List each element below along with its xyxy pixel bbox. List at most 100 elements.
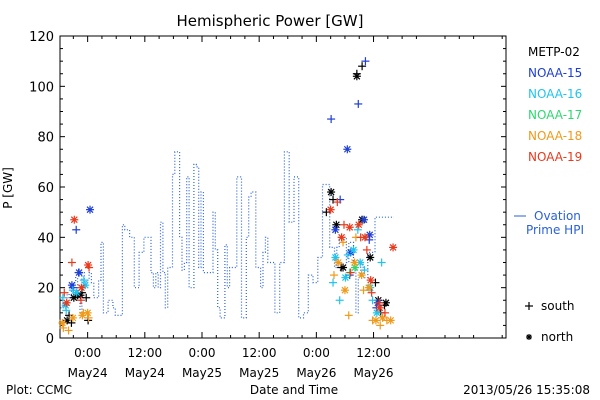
x-tick-date-label: May24 bbox=[125, 366, 165, 380]
legend-entry-noaa-15: NOAA-15 bbox=[528, 66, 582, 80]
noaa-19-north-point bbox=[77, 283, 86, 292]
ovation-line bbox=[60, 151, 394, 319]
y-axis: 0 20 40 60 80 100 120 bbox=[29, 30, 506, 347]
y-tick-label: 0 bbox=[46, 332, 54, 347]
noaa-19-north-point bbox=[62, 298, 71, 307]
north-marker-label: north bbox=[541, 330, 573, 344]
noaa-19-north-point bbox=[326, 205, 335, 214]
noaa-18-north-point bbox=[378, 313, 387, 322]
legend-entry-noaa-16: NOAA-16 bbox=[528, 87, 582, 101]
noaa-15-north-point bbox=[331, 225, 340, 234]
x-tick-time-label: 12:00 bbox=[128, 346, 163, 360]
noaa-16-south-point bbox=[329, 278, 338, 287]
star-stroke bbox=[68, 281, 76, 289]
star-stroke bbox=[84, 309, 92, 317]
noaa-19-south-point bbox=[346, 268, 355, 277]
star-stroke bbox=[331, 226, 339, 234]
metp-02-south-point bbox=[329, 195, 338, 204]
star-stroke bbox=[350, 246, 357, 254]
chart-title: Hemispheric Power [GW] bbox=[177, 12, 364, 30]
star-stroke bbox=[358, 271, 366, 279]
noaa-15-south-point bbox=[361, 57, 370, 66]
x-axis-label: Date and Time bbox=[250, 383, 338, 397]
noaa-19-south-point bbox=[333, 198, 342, 207]
noaa-18-north-point bbox=[83, 308, 92, 317]
ovation-prime-hpi-series bbox=[60, 151, 394, 319]
star-stroke bbox=[332, 221, 340, 229]
metp-02-north-point bbox=[366, 253, 375, 262]
legend-entry-noaa-19: NOAA-19 bbox=[528, 150, 582, 164]
legend: METP-02 NOAA-15 NOAA-16 NOAA-17 NOAA-18 NOAA-… bbox=[528, 45, 582, 164]
noaa-16-south-point bbox=[335, 296, 344, 305]
noaa-18-north-point bbox=[334, 258, 343, 267]
noaa-15-south-point bbox=[72, 225, 81, 234]
noaa-15-north-point bbox=[75, 268, 84, 277]
noaa-18-south-point bbox=[339, 238, 348, 247]
star-stroke bbox=[382, 299, 390, 307]
noaa-15-north-point bbox=[343, 145, 352, 154]
noaa-16-south-point bbox=[58, 293, 67, 302]
noaa-18-south-point bbox=[344, 311, 353, 320]
noaa-19-north-point bbox=[375, 303, 384, 312]
noaa-18-south-point bbox=[64, 326, 73, 335]
star-stroke bbox=[367, 276, 375, 284]
plot-frame bbox=[59, 35, 507, 339]
noaa-16-south-point bbox=[353, 225, 362, 234]
star-stroke bbox=[356, 259, 364, 266]
star-stroke bbox=[373, 309, 381, 317]
noaa-16-north-point bbox=[331, 253, 340, 262]
y-tick-label: 40 bbox=[37, 231, 54, 246]
star-stroke bbox=[360, 216, 368, 224]
legend-entry-noaa-18: NOAA-18 bbox=[528, 129, 582, 143]
star-stroke bbox=[338, 233, 346, 241]
star-stroke bbox=[353, 72, 361, 80]
metp-02-north-point bbox=[332, 220, 341, 229]
star-stroke bbox=[327, 206, 335, 214]
star-stroke bbox=[351, 259, 358, 266]
metp-02-north-point bbox=[352, 72, 361, 81]
star-stroke bbox=[366, 254, 374, 261]
noaa-19-north-point bbox=[345, 223, 354, 232]
star-stroke bbox=[78, 284, 85, 292]
star-stroke bbox=[339, 264, 347, 271]
x-tick-date-label: May26 bbox=[353, 366, 393, 380]
ovation-legend: Ovation Prime HPI bbox=[514, 209, 584, 237]
star-stroke bbox=[77, 291, 84, 299]
star-stroke bbox=[70, 216, 78, 224]
legend-entry-metp-02: METP-02 bbox=[528, 45, 580, 59]
star-stroke bbox=[341, 286, 349, 294]
noaa-19-north-point bbox=[389, 243, 398, 252]
star-stroke bbox=[86, 206, 94, 214]
noaa-18-north-point bbox=[364, 283, 373, 292]
star-stroke bbox=[346, 223, 354, 231]
star-stroke bbox=[75, 269, 83, 276]
noaa-16-north-point bbox=[349, 245, 358, 254]
star-stroke bbox=[327, 188, 335, 196]
noaa-18-north-point bbox=[350, 258, 359, 267]
noaa-18-north-point bbox=[371, 316, 380, 325]
star-stroke bbox=[58, 319, 66, 327]
star-stroke bbox=[84, 261, 92, 269]
star-stroke bbox=[365, 284, 373, 292]
star-stroke bbox=[376, 304, 384, 312]
star-stroke bbox=[331, 254, 339, 261]
star-stroke bbox=[361, 233, 369, 241]
noaa-16-south-point bbox=[377, 258, 386, 267]
x-tick-time-label: 12:00 bbox=[242, 346, 277, 360]
noaa-15-south-point bbox=[327, 115, 336, 124]
x-tick-date-label: May24 bbox=[68, 366, 108, 380]
y-tick-label: 100 bbox=[29, 80, 54, 95]
noaa-15-south-point bbox=[354, 99, 363, 108]
noaa-16-south-point bbox=[343, 250, 352, 259]
marker-legend: south north bbox=[525, 299, 575, 344]
star-stroke bbox=[63, 299, 71, 307]
noaa-19-north-point bbox=[84, 261, 93, 270]
south-marker-label: south bbox=[541, 299, 575, 313]
plot-timestamp: 2013/05/26 15:35:08 bbox=[463, 383, 590, 397]
noaa-16-south-point bbox=[368, 296, 377, 305]
noaa-15-north-point bbox=[86, 205, 95, 214]
noaa-19-south-point bbox=[60, 288, 69, 297]
noaa-19-south-point bbox=[67, 258, 76, 267]
noaa-15-north-point bbox=[360, 215, 369, 224]
